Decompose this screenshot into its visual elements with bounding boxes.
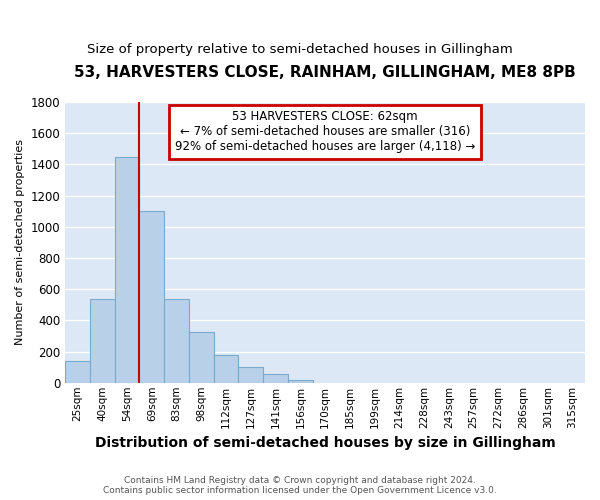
Text: 53 HARVESTERS CLOSE: 62sqm
← 7% of semi-detached houses are smaller (316)
92% of: 53 HARVESTERS CLOSE: 62sqm ← 7% of semi-… [175, 110, 475, 154]
X-axis label: Distribution of semi-detached houses by size in Gillingham: Distribution of semi-detached houses by … [95, 436, 556, 450]
Y-axis label: Number of semi-detached properties: Number of semi-detached properties [15, 140, 25, 346]
Text: Contains HM Land Registry data © Crown copyright and database right 2024.
Contai: Contains HM Land Registry data © Crown c… [103, 476, 497, 495]
Bar [65, 361, 90, 383]
Bar [90, 298, 115, 383]
Bar [115, 156, 139, 383]
Text: Size of property relative to semi-detached houses in Gillingham: Size of property relative to semi-detach… [87, 42, 513, 56]
Bar [214, 356, 238, 383]
Title: 53, HARVESTERS CLOSE, RAINHAM, GILLINGHAM, ME8 8PB: 53, HARVESTERS CLOSE, RAINHAM, GILLINGHA… [74, 65, 576, 80]
Bar [263, 374, 288, 383]
Bar [164, 298, 189, 383]
Bar [238, 367, 263, 383]
Bar [189, 332, 214, 383]
Bar [288, 380, 313, 383]
Bar [139, 211, 164, 383]
